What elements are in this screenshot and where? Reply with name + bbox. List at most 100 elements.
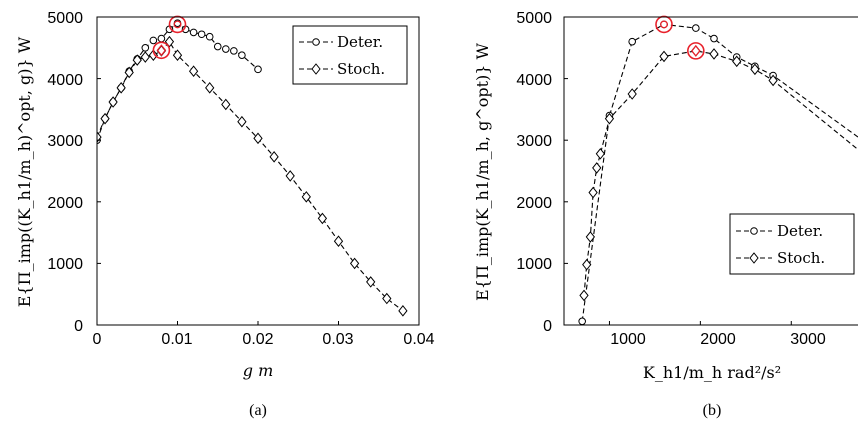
- series-line: [581, 23, 858, 322]
- x-tick-label: 0.03: [322, 331, 353, 348]
- data-point-diamond: [398, 305, 408, 317]
- plot-area-a: [97, 19, 408, 317]
- data-point-diamond: [349, 257, 360, 270]
- legend-circle-marker: [750, 227, 758, 235]
- optimum-highlight: [168, 15, 187, 34]
- data-point-diamond: [97, 131, 102, 143]
- data-point-circle: [141, 44, 150, 52]
- legend-box-b: [729, 213, 855, 275]
- data-point-diamond: [579, 289, 589, 302]
- data-point-diamond: [585, 231, 596, 243]
- data-point-diamond: [333, 235, 344, 248]
- x-tick-label: 0.02: [242, 331, 273, 348]
- data-point-circle: [213, 42, 222, 51]
- data-point-circle: [692, 24, 700, 32]
- data-point-diamond: [595, 147, 606, 160]
- y-tick-label: 5000: [516, 10, 552, 27]
- data-point-diamond: [172, 49, 183, 61]
- legend-label-stoch: Stoch.: [337, 60, 385, 78]
- data-point-diamond: [627, 88, 637, 100]
- data-point-diamond: [317, 212, 328, 225]
- legend-label-deter: Deter.: [337, 33, 383, 51]
- y-tick-label: 4000: [516, 72, 552, 89]
- x-tick-label: 3000: [790, 331, 826, 348]
- y-tick-label: 3000: [47, 133, 83, 150]
- legend-label-stoch: Stoch.: [777, 249, 825, 267]
- data-point-diamond: [659, 50, 669, 63]
- legend-diamond-marker: [749, 252, 759, 264]
- data-point-diamond: [709, 48, 719, 60]
- x-axis-label-b: K_h1/m_h rad²/s²: [643, 363, 781, 382]
- data-point-circle: [238, 51, 246, 59]
- plot-area-b: [578, 20, 858, 325]
- x-tick-label: 2000: [700, 331, 736, 348]
- legend-b: Deter. Stoch.: [729, 213, 855, 275]
- highlight-markers-a: [152, 15, 187, 60]
- data-point-circle: [205, 32, 214, 41]
- data-point-diamond: [140, 51, 150, 63]
- y-axis-label-a: E{Π_imp((K_h1/m_h)^opt, g)} W: [15, 36, 34, 307]
- data-point-diamond: [132, 54, 142, 66]
- optimum-marker-diamond: [690, 44, 701, 57]
- data-point-diamond: [237, 115, 247, 128]
- data-point-diamond: [750, 63, 760, 76]
- x-tick-label: 0: [93, 331, 102, 348]
- optimum-highlight: [687, 42, 705, 60]
- data-point-diamond: [269, 151, 279, 163]
- legend-circle-marker: [312, 38, 320, 46]
- series-line: [97, 22, 259, 141]
- y-tick-label: 2000: [516, 195, 552, 212]
- legend-a: Deter. Stoch.: [292, 25, 408, 85]
- data-point-diamond: [592, 162, 602, 174]
- data-point-diamond: [691, 45, 701, 57]
- y-tick-label: 1000: [516, 256, 552, 273]
- x-axis-label-a: g m: [243, 361, 274, 380]
- data-point-circle: [197, 30, 206, 39]
- data-point-circle: [189, 28, 198, 37]
- panel-b: 0 1000 2000 3000 4000 5000 1000 2000 300…: [473, 10, 858, 419]
- tick-marks-b: [564, 16, 792, 326]
- data-point-circle: [149, 36, 158, 45]
- data-point-circle: [230, 47, 238, 55]
- data-point-diamond: [253, 132, 263, 145]
- y-axis-label-b: E{Π_imp(K_h1/m_h, g^opt)} W: [473, 42, 492, 301]
- y-tick-label: 5000: [47, 10, 83, 27]
- legend-label-deter: Deter.: [777, 222, 823, 240]
- optimum-highlight: [152, 41, 171, 60]
- data-point-diamond: [582, 258, 592, 271]
- axes-box-b: [563, 16, 858, 326]
- optimum-highlight: [655, 15, 673, 34]
- data-point-diamond: [124, 66, 134, 79]
- data-point-circle: [222, 45, 230, 53]
- data-point-diamond: [732, 55, 742, 68]
- legend-diamond-marker: [311, 63, 321, 75]
- y-tick-label: 1000: [47, 256, 83, 273]
- data-point-circle: [254, 65, 262, 74]
- legend-box-a: [292, 25, 408, 85]
- y-tick-label: 2000: [47, 195, 83, 212]
- y-tick-label: 3000: [516, 133, 552, 150]
- data-point-diamond: [108, 96, 118, 108]
- optimum-marker-circle: [660, 20, 668, 29]
- y-tick-label: 4000: [47, 72, 83, 89]
- data-point-diamond: [588, 186, 598, 199]
- data-point-circle: [578, 317, 586, 325]
- caption-a: (a): [249, 402, 267, 419]
- y-tick-label: 0: [74, 318, 83, 335]
- panel-a: 0 1000 2000 3000 4000 5000 0 0.01 0.02 0…: [15, 10, 435, 419]
- caption-b: (b): [703, 402, 722, 419]
- data-point-diamond: [221, 98, 231, 111]
- data-point-diamond: [148, 49, 158, 61]
- data-point-circle: [710, 34, 718, 43]
- x-tick-label: 0.01: [161, 331, 192, 348]
- data-point-circle: [157, 34, 166, 43]
- tick-marks-a: [96, 16, 420, 326]
- data-point-circle: [628, 37, 636, 46]
- x-tick-label: 0.04: [403, 331, 434, 348]
- data-point-diamond: [382, 292, 392, 305]
- data-point-diamond: [100, 112, 110, 125]
- data-point-diamond: [116, 82, 126, 94]
- data-point-diamond: [366, 276, 376, 288]
- highlight-markers-b: [655, 15, 705, 60]
